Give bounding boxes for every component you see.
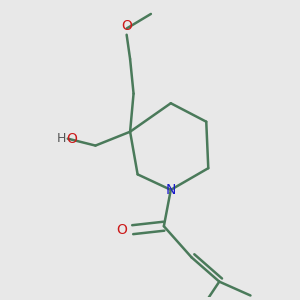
Text: N: N xyxy=(166,183,176,197)
Text: O: O xyxy=(117,223,128,237)
Text: O: O xyxy=(121,19,132,33)
Text: O: O xyxy=(67,132,77,146)
Text: H: H xyxy=(57,132,66,145)
